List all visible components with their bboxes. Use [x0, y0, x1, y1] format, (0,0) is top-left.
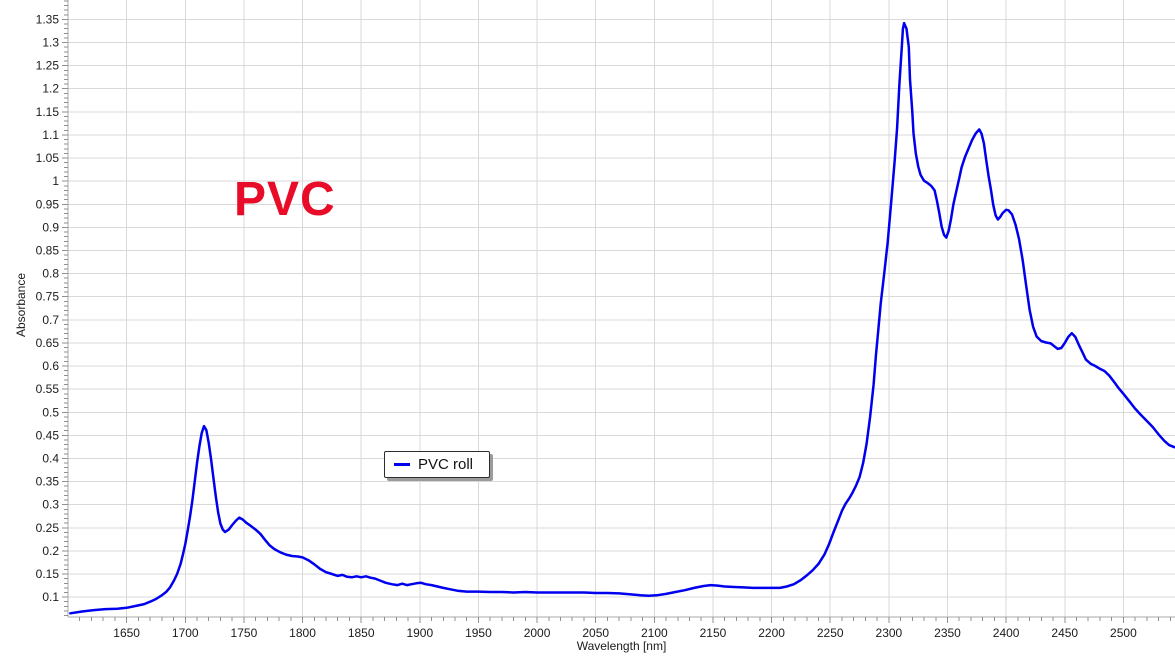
- x-tick-label: 1800: [289, 626, 316, 640]
- x-tick-label: 1950: [465, 626, 492, 640]
- y-tick-label: 0.5: [42, 405, 59, 419]
- x-tick-label: 1750: [231, 626, 258, 640]
- series-lines: [69, 21, 1175, 615]
- x-tick-label: 2350: [934, 626, 961, 640]
- x-tick-label: 1850: [348, 626, 375, 640]
- y-tick-label: 1.35: [36, 12, 60, 26]
- series-line-pvc-roll: [69, 21, 1175, 615]
- chart-annotation-pvc: PVC: [234, 173, 336, 226]
- x-tick-label: 1650: [113, 626, 140, 640]
- y-tick-label: 0.3: [42, 498, 59, 512]
- y-tick-label: 0.6: [42, 359, 59, 373]
- x-tick-label: 1700: [172, 626, 199, 640]
- legend-label: PVC roll: [418, 456, 474, 473]
- y-tick-label: 0.85: [36, 243, 60, 257]
- y-tick-label: 0.2: [42, 544, 59, 558]
- y-tick-label: 0.75: [36, 290, 60, 304]
- y-tick-label: 0.1: [42, 590, 59, 604]
- y-tick-label: 1.1: [42, 128, 59, 142]
- y-tick-label: 0.55: [36, 382, 60, 396]
- axis-ticks: [62, 0, 1171, 623]
- legend-box[interactable]: PVC roll: [384, 451, 490, 478]
- y-tick-label: 0.9: [42, 220, 59, 234]
- tick-labels: 1650 1700 1750 1800 1850 1900 1950 2000 2050 2100…: [36, 12, 1137, 640]
- y-tick-label: 1.05: [36, 151, 60, 165]
- gridlines: [68, 0, 1175, 617]
- x-tick-label: 2200: [758, 626, 785, 640]
- y-tick-label: 1.3: [42, 36, 59, 50]
- y-tick-label: 1.25: [36, 59, 60, 73]
- x-tick-label: 2150: [700, 626, 727, 640]
- x-axis-title: Wavelength [nm]: [576, 639, 667, 653]
- y-tick-label: 0.65: [36, 336, 60, 350]
- x-tick-label: 2300: [876, 626, 903, 640]
- y-tick-label: 0.95: [36, 197, 60, 211]
- y-tick-label: 0.4: [42, 451, 59, 465]
- x-tick-label: 2450: [1051, 626, 1078, 640]
- y-tick-label: 1.2: [42, 82, 59, 96]
- y-tick-label: 0.7: [42, 313, 59, 327]
- y-tick-label: 0.15: [36, 567, 60, 581]
- y-axis-title: Absorbance: [14, 272, 28, 338]
- x-tick-label: 2400: [993, 626, 1020, 640]
- x-tick-label: 2100: [641, 626, 668, 640]
- y-tick-label: 1: [52, 174, 59, 188]
- y-tick-label: 0.35: [36, 475, 60, 489]
- x-tick-label: 1900: [406, 626, 433, 640]
- y-tick-label: 0.45: [36, 428, 60, 442]
- x-tick-label: 2000: [524, 626, 551, 640]
- y-tick-label: 0.25: [36, 521, 60, 535]
- legend-line-sample: [394, 463, 410, 466]
- x-tick-label: 2500: [1110, 626, 1137, 640]
- x-tick-label: 2250: [817, 626, 844, 640]
- y-tick-label: 0.8: [42, 267, 59, 281]
- x-tick-label: 2050: [582, 626, 609, 640]
- y-tick-label: 1.15: [36, 105, 60, 119]
